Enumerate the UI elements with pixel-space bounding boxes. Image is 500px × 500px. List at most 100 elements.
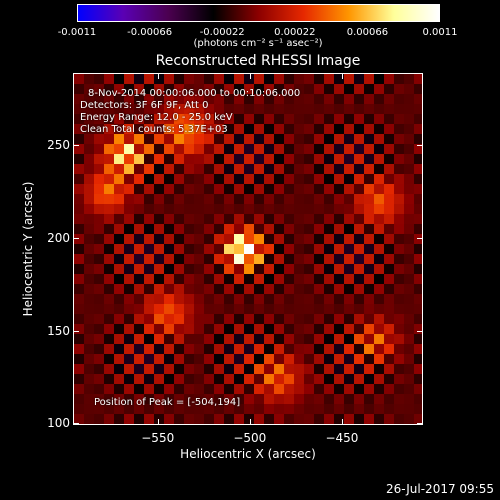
heatmap-cell	[384, 264, 394, 274]
heatmap-cell	[244, 174, 254, 184]
heatmap-cell	[384, 284, 394, 294]
heatmap-cell	[134, 284, 144, 294]
heatmap-cell	[224, 264, 234, 274]
heatmap-cell	[154, 244, 164, 254]
heatmap-cell	[124, 364, 134, 374]
heatmap-cell	[414, 244, 422, 254]
heatmap-cell	[174, 304, 184, 314]
heatmap-cell	[254, 314, 264, 324]
heatmap-cell	[134, 304, 144, 314]
heatmap-cell	[364, 314, 374, 324]
heatmap-cell	[94, 344, 104, 354]
heatmap-cell	[364, 154, 374, 164]
heatmap-cell	[134, 224, 144, 234]
heatmap-cell	[224, 204, 234, 214]
heatmap-cell	[364, 324, 374, 334]
heatmap-cell	[154, 94, 164, 104]
heatmap-cell	[274, 214, 284, 224]
heatmap-cell	[354, 74, 364, 84]
heatmap-cell	[164, 404, 174, 414]
heatmap-cell	[74, 124, 84, 134]
heatmap-cell	[204, 414, 214, 424]
heatmap-cell	[154, 174, 164, 184]
heatmap-cell	[384, 104, 394, 114]
heatmap-cell	[194, 384, 204, 394]
heatmap-cell	[234, 94, 244, 104]
x-tick-label: −500	[233, 431, 267, 445]
heatmap-cell	[364, 104, 374, 114]
heatmap-cell	[284, 344, 294, 354]
heatmap-cell	[364, 284, 374, 294]
heatmap-cell	[194, 314, 204, 324]
heatmap-cell	[224, 104, 234, 114]
heatmap-cell	[234, 114, 244, 124]
heatmap-cell	[104, 424, 114, 425]
heatmap-cell	[344, 74, 354, 84]
y-tick-mark	[73, 237, 79, 239]
heatmap-cell	[274, 424, 284, 425]
heatmap-cell	[224, 344, 234, 354]
heatmap-cell	[344, 214, 354, 224]
heatmap-cell	[364, 384, 374, 394]
x-tick-mark	[157, 73, 159, 79]
heatmap-cell	[264, 164, 274, 174]
heatmap-cell	[114, 414, 124, 424]
heatmap-cell	[194, 374, 204, 384]
heatmap-cell	[364, 304, 374, 314]
heatmap-cell	[184, 394, 194, 404]
heatmap-cell	[384, 304, 394, 314]
heatmap-cell	[234, 204, 244, 214]
heatmap-cell	[274, 174, 284, 184]
heatmap-cell	[114, 124, 124, 134]
heatmap-cell	[414, 334, 422, 344]
heatmap-cell	[394, 344, 404, 354]
heatmap-cell	[294, 74, 304, 84]
heatmap-cell	[184, 194, 194, 204]
heatmap-cell	[394, 244, 404, 254]
heatmap-cell	[354, 114, 364, 124]
heatmap-cell	[294, 374, 304, 384]
heatmap-cell	[414, 214, 422, 224]
heatmap-cell	[314, 404, 324, 414]
heatmap-cell	[404, 324, 414, 334]
heatmap-cell	[144, 74, 154, 84]
heatmap-cell	[234, 354, 244, 364]
heatmap-cell	[374, 124, 384, 134]
heatmap-cell	[124, 264, 134, 274]
heatmap-cell	[154, 124, 164, 134]
heatmap-cell	[414, 404, 422, 414]
heatmap-cell	[274, 344, 284, 354]
heatmap-cell	[374, 174, 384, 184]
heatmap-cell	[384, 124, 394, 134]
heatmap-cell	[134, 414, 144, 424]
heatmap-cell	[174, 84, 184, 94]
heatmap-cell	[114, 314, 124, 324]
heatmap-cell	[284, 294, 294, 304]
heatmap-cell	[294, 204, 304, 214]
heatmap-cell	[194, 134, 204, 144]
heatmap-cell	[124, 304, 134, 314]
heatmap-cell	[364, 394, 374, 404]
heatmap-cell	[134, 164, 144, 174]
heatmap-cell	[374, 274, 384, 284]
heatmap-cell	[174, 264, 184, 274]
heatmap-cell	[314, 374, 324, 384]
heatmap-cell	[404, 294, 414, 304]
heatmap-cell	[364, 334, 374, 344]
heatmap-cell	[224, 384, 234, 394]
heatmap-cell	[234, 104, 244, 114]
heatmap-cell	[304, 394, 314, 404]
heatmap-cell	[334, 204, 344, 214]
heatmap-cell	[184, 134, 194, 144]
heatmap-cell	[364, 114, 374, 124]
heatmap-cell	[234, 374, 244, 384]
heatmap-cell	[384, 194, 394, 204]
heatmap-cell	[374, 104, 384, 114]
heatmap-cell	[404, 104, 414, 114]
heatmap-cell	[104, 294, 114, 304]
heatmap-cell	[224, 234, 234, 244]
heatmap-cell	[344, 344, 354, 354]
heatmap-cell	[204, 274, 214, 284]
heatmap-cell	[184, 424, 194, 425]
heatmap-cell	[204, 324, 214, 334]
